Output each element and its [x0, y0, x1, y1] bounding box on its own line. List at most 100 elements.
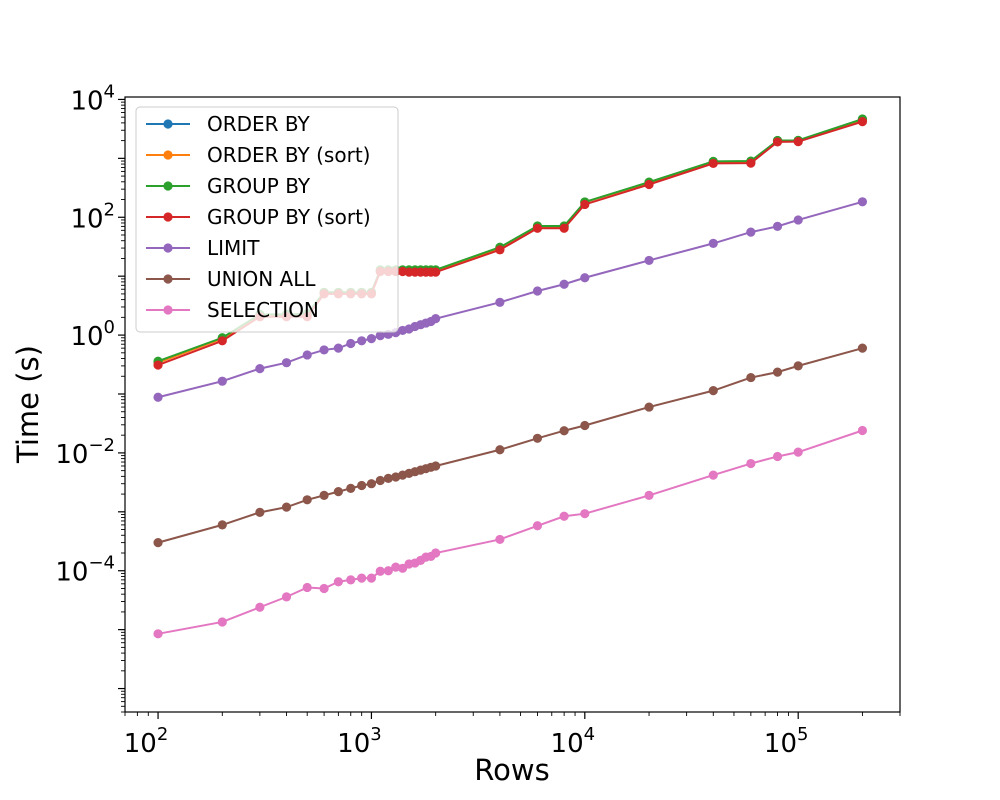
- data-point: [495, 245, 505, 255]
- plot-frame: [124, 96, 901, 713]
- data-point: [383, 566, 393, 576]
- data-point: [793, 215, 803, 225]
- data-point: [857, 425, 868, 436]
- data-point: [532, 433, 543, 443]
- data-point: [255, 363, 265, 374]
- data-point: [532, 521, 543, 531]
- data-point: [366, 479, 377, 489]
- data-point: [346, 575, 356, 585]
- data-point: [644, 179, 654, 190]
- data-point: [281, 358, 292, 368]
- legend-item: UNION ALL: [146, 267, 316, 291]
- data-point: [217, 336, 227, 346]
- legend-item: ORDER BY (sort): [146, 143, 370, 167]
- y-tick-label: 102: [70, 199, 115, 234]
- data-point: [495, 534, 505, 545]
- legend-swatch-marker: [163, 150, 173, 160]
- data-point: [153, 360, 163, 370]
- y-axis-label: Time (s): [11, 345, 45, 464]
- legend-box: [135, 106, 399, 333]
- data-point: [559, 511, 569, 521]
- data-point: [644, 255, 654, 266]
- data-point: [375, 331, 385, 341]
- legend: ORDER BY ORDER BY (sort) GROUP BY GROUP BY …: [135, 106, 399, 333]
- data-point: [375, 475, 385, 486]
- data-point: [255, 507, 265, 517]
- data-point: [281, 592, 292, 602]
- data-point: [153, 629, 163, 639]
- data-point: [772, 137, 783, 147]
- data-point: [431, 548, 441, 558]
- data-point: [375, 566, 385, 576]
- data-point: [333, 343, 343, 353]
- data-point: [793, 137, 803, 147]
- series-5: [153, 343, 868, 548]
- y-axis-ticks: 10−4 10−2 100 102 104: [55, 81, 125, 713]
- legend-swatch-marker: [163, 181, 173, 191]
- data-point: [357, 480, 367, 491]
- data-point: [532, 286, 543, 296]
- data-point: [281, 502, 292, 512]
- data-point: [746, 458, 756, 469]
- x-axis-ticks: 102 103 104 105: [124, 712, 901, 759]
- data-point: [357, 336, 367, 346]
- data-point: [333, 577, 343, 587]
- data-point: [857, 197, 868, 207]
- data-point: [746, 227, 756, 237]
- x-tick-label: 104: [551, 724, 596, 759]
- data-point: [366, 334, 377, 344]
- data-point: [708, 470, 718, 480]
- data-point: [319, 345, 329, 355]
- legend-label: GROUP BY (sort): [207, 205, 371, 229]
- legend-label: UNION ALL: [207, 267, 316, 291]
- data-point: [793, 361, 803, 371]
- data-point: [302, 495, 312, 505]
- data-point: [495, 297, 505, 307]
- series-line: [157, 429, 863, 635]
- x-tick-label: 103: [337, 724, 382, 759]
- x-tick-label: 105: [764, 724, 809, 759]
- legend-label: GROUP BY: [207, 174, 311, 198]
- data-point: [346, 338, 356, 349]
- data-point: [708, 158, 718, 169]
- y-tick-label: 10−4: [55, 553, 115, 588]
- y-tick-label: 104: [70, 81, 115, 116]
- data-point: [431, 314, 441, 324]
- legend-item: SELECTION: [146, 298, 319, 322]
- data-point: [708, 238, 718, 248]
- legend-item: GROUP BY: [146, 174, 311, 198]
- data-point: [746, 158, 756, 168]
- data-point: [772, 367, 783, 377]
- data-point: [772, 451, 783, 462]
- data-point: [431, 461, 441, 471]
- legend-item: ORDER BY: [146, 112, 311, 136]
- legend-swatch-marker: [163, 212, 173, 222]
- data-point: [153, 392, 163, 402]
- data-point: [644, 402, 654, 412]
- x-axis-label: Rows: [474, 753, 549, 787]
- data-point: [580, 420, 590, 431]
- data-point: [153, 538, 163, 548]
- data-point: [559, 223, 569, 233]
- legend-swatch-marker: [163, 243, 173, 253]
- legend-swatch-marker: [163, 119, 173, 129]
- data-point: [217, 617, 227, 627]
- data-point: [580, 509, 590, 519]
- legend-label: ORDER BY (sort): [207, 143, 370, 167]
- series-4: [153, 197, 868, 402]
- data-point: [532, 223, 543, 233]
- data-point: [333, 487, 343, 497]
- data-point: [383, 473, 393, 483]
- data-point: [559, 279, 569, 289]
- data-point: [217, 376, 227, 386]
- data-point: [302, 582, 312, 593]
- data-point: [580, 199, 590, 210]
- legend-item: GROUP BY (sort): [146, 205, 371, 229]
- data-point: [559, 426, 569, 436]
- legend-swatch-marker: [163, 274, 173, 284]
- y-tick-label: 10−2: [55, 435, 115, 470]
- data-point: [793, 447, 803, 457]
- data-point: [346, 483, 356, 493]
- data-point: [319, 490, 329, 500]
